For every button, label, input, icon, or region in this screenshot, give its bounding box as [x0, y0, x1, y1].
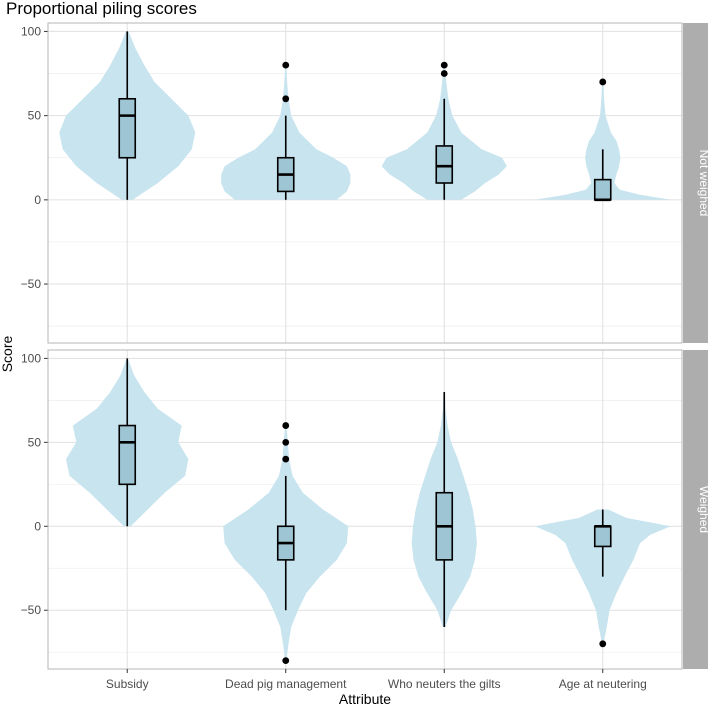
outlier-point	[282, 438, 290, 446]
outlier-point	[599, 78, 607, 86]
box	[593, 178, 612, 201]
outlier-point	[599, 640, 607, 648]
y-axis-label: Score	[0, 336, 15, 373]
violin-group-3	[534, 78, 671, 202]
facet-panel-0: 100 50 0 −50 Not weighed	[21, 22, 708, 344]
outlier-point	[440, 70, 448, 77]
panel-border	[47, 349, 683, 670]
y-tick-label: 0	[34, 193, 41, 207]
panel-background	[48, 350, 682, 669]
violin-group-2	[381, 61, 507, 200]
violin-group-2	[411, 391, 477, 628]
x-axis-label: Attribute	[339, 691, 391, 705]
box	[435, 145, 454, 184]
violin-group-0	[66, 358, 189, 527]
chart-title: Proportional piling scores	[6, 0, 197, 18]
violin-group-1	[221, 61, 351, 200]
outlier-point	[282, 657, 290, 665]
facet-strip	[683, 23, 708, 343]
y-tick-label: 0	[34, 519, 41, 533]
facet-strip-label: Not weighed	[697, 150, 708, 217]
violin-shape	[534, 81, 671, 200]
outlier-point	[282, 455, 290, 463]
y-tick-label: 100	[21, 24, 41, 38]
x-tick-label: Subsidy	[106, 677, 149, 691]
facet-strip-label: Weighed	[697, 486, 708, 533]
x-tick-label: Age at neutering	[559, 677, 647, 691]
x-tick-label: Who neuters the gilts	[388, 677, 501, 691]
facet-strip	[683, 350, 708, 669]
outlier-point	[282, 61, 290, 69]
box	[593, 525, 612, 548]
y-tick-label: 50	[28, 109, 42, 123]
y-tick-label: −50	[21, 603, 42, 617]
outlier-point	[440, 61, 448, 69]
facet-panel-1: 100 50 0 −50 Weighed	[21, 349, 708, 670]
violin-group-1	[223, 422, 349, 665]
y-tick-label: 50	[28, 435, 42, 449]
violin-group-0	[59, 31, 196, 200]
outlier-point	[282, 95, 290, 103]
y-tick-label: 100	[21, 351, 41, 365]
box	[118, 424, 137, 486]
violin-group-3	[534, 509, 671, 648]
outlier-point	[282, 422, 290, 429]
box	[118, 97, 137, 159]
y-tick-label: −50	[21, 277, 42, 291]
panel-border	[47, 22, 683, 344]
x-tick-label: Dead pig management	[225, 677, 347, 691]
